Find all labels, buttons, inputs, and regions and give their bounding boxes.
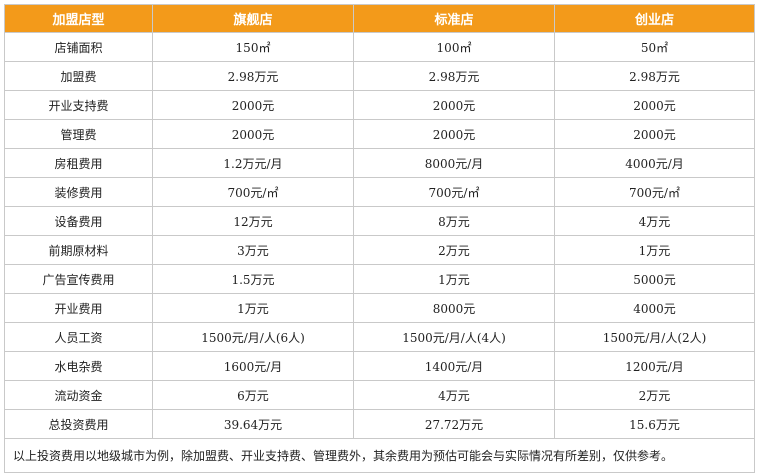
cell-standard: 100㎡ bbox=[353, 32, 555, 62]
cell-standard: 1500元/月/人(4人) bbox=[353, 322, 555, 352]
table-row: 总投资费用 39.64万元 27.72万元 15.6万元 bbox=[4, 409, 755, 439]
franchise-fee-table: 加盟店型 旗舰店 标准店 创业店 店铺面积 150㎡ 100㎡ 50㎡ 加盟费 … bbox=[4, 4, 755, 473]
cell-standard: 27.72万元 bbox=[353, 409, 555, 439]
row-label: 水电杂费 bbox=[4, 351, 153, 381]
cell-standard: 8000元 bbox=[353, 293, 555, 323]
header-standard: 标准店 bbox=[353, 4, 555, 33]
table-row: 开业费用 1万元 8000元 4000元 bbox=[4, 293, 755, 323]
table-row: 店铺面积 150㎡ 100㎡ 50㎡ bbox=[4, 32, 755, 62]
row-label: 管理费 bbox=[4, 119, 153, 149]
row-label: 流动资金 bbox=[4, 380, 153, 410]
row-label: 前期原材料 bbox=[4, 235, 153, 265]
row-label: 设备费用 bbox=[4, 206, 153, 236]
cell-flagship: 1万元 bbox=[152, 293, 354, 323]
cell-standard: 8万元 bbox=[353, 206, 555, 236]
cell-startup: 2000元 bbox=[554, 90, 755, 120]
cell-flagship: 150㎡ bbox=[152, 32, 354, 62]
row-label: 店铺面积 bbox=[4, 32, 153, 62]
table-row: 广告宣传费用 1.5万元 1万元 5000元 bbox=[4, 264, 755, 294]
row-label: 装修费用 bbox=[4, 177, 153, 207]
cell-flagship: 700元/㎡ bbox=[152, 177, 354, 207]
row-label: 人员工资 bbox=[4, 322, 153, 352]
cell-standard: 1万元 bbox=[353, 264, 555, 294]
cell-startup: 700元/㎡ bbox=[554, 177, 755, 207]
row-label: 开业支持费 bbox=[4, 90, 153, 120]
cell-flagship: 1500元/月/人(6人) bbox=[152, 322, 354, 352]
fee-table-container: 加盟店型 旗舰店 标准店 创业店 店铺面积 150㎡ 100㎡ 50㎡ 加盟费 … bbox=[4, 4, 755, 473]
cell-startup: 4000元 bbox=[554, 293, 755, 323]
row-label: 加盟费 bbox=[4, 61, 153, 91]
cell-startup: 2万元 bbox=[554, 380, 755, 410]
table-row: 开业支持费 2000元 2000元 2000元 bbox=[4, 90, 755, 120]
header-store-type: 加盟店型 bbox=[4, 4, 153, 33]
cell-startup: 2000元 bbox=[554, 119, 755, 149]
cell-standard: 4万元 bbox=[353, 380, 555, 410]
table-row: 人员工资 1500元/月/人(6人) 1500元/月/人(4人) 1500元/月… bbox=[4, 322, 755, 352]
cell-standard: 2000元 bbox=[353, 90, 555, 120]
cell-standard: 8000元/月 bbox=[353, 148, 555, 178]
cell-startup: 5000元 bbox=[554, 264, 755, 294]
cell-flagship: 6万元 bbox=[152, 380, 354, 410]
footnote: 以上投资费用以地级城市为例，除加盟费、开业支持费、管理费外，其余费用为预估可能会… bbox=[4, 438, 755, 473]
table-row: 房租费用 1.2万元/月 8000元/月 4000元/月 bbox=[4, 148, 755, 178]
cell-standard: 700元/㎡ bbox=[353, 177, 555, 207]
table-header-row: 加盟店型 旗舰店 标准店 创业店 bbox=[4, 4, 755, 33]
cell-flagship: 2.98万元 bbox=[152, 61, 354, 91]
cell-flagship: 2000元 bbox=[152, 90, 354, 120]
table-row: 前期原材料 3万元 2万元 1万元 bbox=[4, 235, 755, 265]
cell-startup: 4000元/月 bbox=[554, 148, 755, 178]
cell-startup: 1200元/月 bbox=[554, 351, 755, 381]
header-startup: 创业店 bbox=[554, 4, 755, 33]
row-label: 总投资费用 bbox=[4, 409, 153, 439]
table-row: 流动资金 6万元 4万元 2万元 bbox=[4, 380, 755, 410]
cell-flagship: 1.2万元/月 bbox=[152, 148, 354, 178]
table-row: 装修费用 700元/㎡ 700元/㎡ 700元/㎡ bbox=[4, 177, 755, 207]
row-label: 房租费用 bbox=[4, 148, 153, 178]
cell-flagship: 12万元 bbox=[152, 206, 354, 236]
cell-startup: 15.6万元 bbox=[554, 409, 755, 439]
table-row: 管理费 2000元 2000元 2000元 bbox=[4, 119, 755, 149]
header-flagship: 旗舰店 bbox=[152, 4, 354, 33]
cell-flagship: 39.64万元 bbox=[152, 409, 354, 439]
table-row: 设备费用 12万元 8万元 4万元 bbox=[4, 206, 755, 236]
cell-standard: 2.98万元 bbox=[353, 61, 555, 91]
row-label: 开业费用 bbox=[4, 293, 153, 323]
table-row: 水电杂费 1600元/月 1400元/月 1200元/月 bbox=[4, 351, 755, 381]
cell-standard: 2000元 bbox=[353, 119, 555, 149]
cell-startup: 50㎡ bbox=[554, 32, 755, 62]
cell-startup: 2.98万元 bbox=[554, 61, 755, 91]
table-row: 加盟费 2.98万元 2.98万元 2.98万元 bbox=[4, 61, 755, 91]
cell-flagship: 2000元 bbox=[152, 119, 354, 149]
cell-startup: 4万元 bbox=[554, 206, 755, 236]
cell-startup: 1万元 bbox=[554, 235, 755, 265]
footnote-row: 以上投资费用以地级城市为例，除加盟费、开业支持费、管理费外，其余费用为预估可能会… bbox=[4, 438, 755, 473]
cell-flagship: 1.5万元 bbox=[152, 264, 354, 294]
row-label: 广告宣传费用 bbox=[4, 264, 153, 294]
cell-standard: 2万元 bbox=[353, 235, 555, 265]
cell-startup: 1500元/月/人(2人) bbox=[554, 322, 755, 352]
cell-flagship: 1600元/月 bbox=[152, 351, 354, 381]
cell-flagship: 3万元 bbox=[152, 235, 354, 265]
cell-standard: 1400元/月 bbox=[353, 351, 555, 381]
